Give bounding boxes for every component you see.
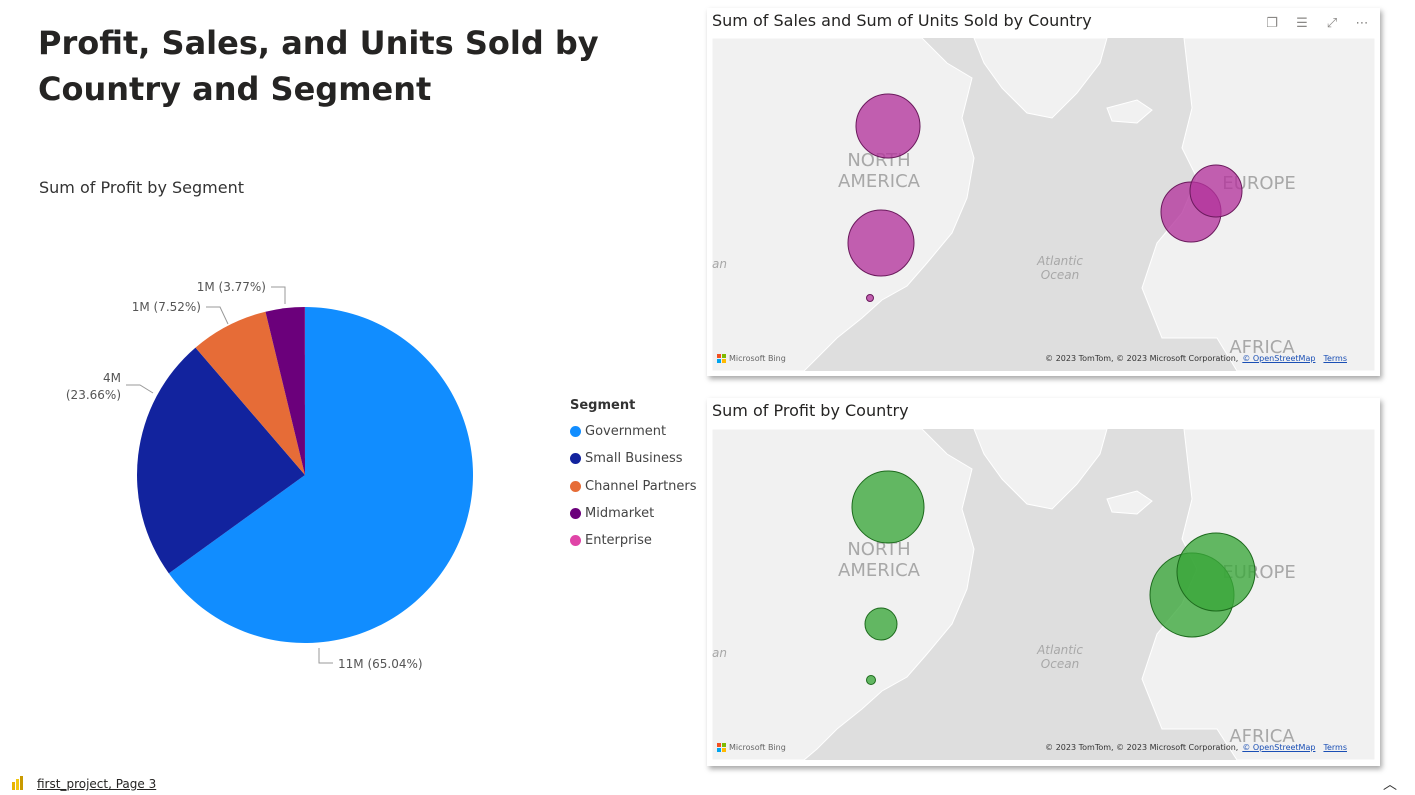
openstreetmap-link[interactable]: © OpenStreetMap (1242, 743, 1316, 752)
chevron-up-icon[interactable]: ︿ (1383, 777, 1397, 793)
pie-slice-government[interactable] (168, 307, 474, 643)
map-title: Sum of Profit by Country (712, 401, 909, 420)
bing-label: Microsoft Bing (729, 354, 786, 363)
legend-item-government[interactable]: Government (570, 418, 697, 445)
pie-slice-channel-partners[interactable] (195, 311, 305, 475)
pie-chart-title: Sum of Profit by Segment (39, 178, 245, 197)
bubble-united-states[interactable] (847, 209, 915, 277)
bubble-mexico[interactable] (866, 294, 874, 302)
pie-slice-midmarket[interactable] (265, 307, 305, 475)
legend-item-small-business[interactable]: Small Business (570, 445, 697, 472)
base-map: NORTH AMERICA EUROPE AFRICA Atlantic Oce… (712, 38, 1375, 371)
bubble-canada[interactable] (851, 470, 925, 544)
map-label-atlantic: Atlantic (1036, 254, 1083, 268)
legend-item-enterprise[interactable]: Enterprise (570, 527, 697, 554)
bing-logo: Microsoft Bing (717, 354, 786, 363)
map-label-america: AMERICA (838, 560, 921, 581)
page-title: Profit, Sales, and Units Sold by Country… (38, 24, 599, 108)
legend-label: Enterprise (585, 533, 652, 549)
bing-label: Microsoft Bing (729, 743, 786, 752)
map-copyright: © 2023 TomTom, © 2023 Microsoft Corporat… (1045, 743, 1347, 752)
copy-icon[interactable]: ❐ (1266, 16, 1278, 31)
label-leader-midmarket (271, 286, 286, 304)
land-greenland (973, 38, 1108, 119)
map-label-africa: AFRICA (1229, 726, 1295, 747)
land-europe (1141, 38, 1375, 371)
label-leader-small-business (126, 384, 154, 394)
legend-title: Segment (570, 398, 636, 413)
land-greenland (973, 429, 1108, 510)
label-leader-channel-partners (206, 306, 229, 325)
land-iceland (1106, 99, 1153, 124)
map-label-edge: an (712, 646, 727, 660)
map-label-ocean: Ocean (1041, 268, 1079, 282)
map-canvas[interactable]: NORTH AMERICA EUROPE AFRICA Atlantic Oce… (712, 38, 1375, 371)
legend-dot (570, 426, 581, 438)
footer-bar: first_project, Page 3 ︿ (0, 771, 1415, 795)
power-bi-icon (12, 776, 23, 790)
map-label-atlantic: Atlantic (1036, 643, 1083, 657)
filter-icon[interactable]: ☰ (1296, 16, 1308, 31)
bubble-germany[interactable] (1189, 164, 1243, 218)
terms-link[interactable]: Terms (1323, 743, 1347, 752)
data-label-small-business-value: 4M (103, 371, 121, 385)
legend-dot (570, 480, 581, 492)
more-options-icon[interactable]: ⋯ (1355, 16, 1369, 31)
bubble-united-states[interactable] (864, 607, 898, 641)
legend-label: Small Business (585, 451, 683, 467)
label-leader-government (318, 648, 333, 664)
legend-label: Channel Partners (585, 478, 697, 494)
bubble-canada[interactable] (855, 93, 921, 159)
map-label-america: AMERICA (838, 171, 921, 192)
base-map: NORTH AMERICA EUROPE AFRICA Atlantic Oce… (712, 429, 1375, 760)
legend-dot (570, 453, 581, 465)
legend-item-channel-partners[interactable]: Channel Partners (570, 473, 697, 500)
map-label-north: NORTH (847, 539, 910, 560)
terms-link[interactable]: Terms (1323, 354, 1347, 363)
copyright-text: © 2023 TomTom, © 2023 Microsoft Corporat… (1045, 743, 1239, 752)
focus-mode-icon[interactable]: ⤢ (1326, 16, 1338, 31)
data-label-channel-partners: 1M (7.52%) (132, 300, 201, 314)
pie-legend: Segment Government Small Business Channe… (570, 398, 697, 554)
copyright-text: © 2023 TomTom, © 2023 Microsoft Corporat… (1045, 354, 1239, 363)
data-label-government: 11M (65.04%) (338, 657, 423, 671)
land-europe (1141, 429, 1375, 760)
visual-header-icons: ❐ ☰ ⤢ ⋯ (1264, 16, 1370, 31)
map-canvas[interactable]: NORTH AMERICA EUROPE AFRICA Atlantic Oce… (712, 429, 1375, 760)
map-label-edge: an (712, 257, 727, 271)
data-label-midmarket: 1M (3.77%) (197, 280, 266, 294)
bing-logo: Microsoft Bing (717, 743, 786, 752)
legend-dot (570, 535, 581, 547)
profit-map-visual[interactable]: Sum of Profit by Country NORTH AMERICA E… (707, 398, 1380, 766)
map-label-africa: AFRICA (1229, 337, 1295, 358)
map-label-ocean: Ocean (1041, 657, 1079, 671)
pie-chart[interactable]: 11M (65.04%) 4M (23.66%) 1M (7.52%) 1M (… (0, 230, 560, 690)
legend-label: Midmarket (585, 506, 655, 522)
map-title: Sum of Sales and Sum of Units Sold by Co… (712, 11, 1092, 30)
pie-slice-small-business[interactable] (137, 347, 305, 574)
land-iceland (1106, 490, 1153, 515)
bubble-germany[interactable] (1176, 532, 1256, 612)
map-copyright: © 2023 TomTom, © 2023 Microsoft Corporat… (1045, 354, 1347, 363)
legend-item-midmarket[interactable]: Midmarket (570, 500, 697, 527)
report-page-link[interactable]: first_project, Page 3 (37, 777, 157, 791)
openstreetmap-link[interactable]: © OpenStreetMap (1242, 354, 1316, 363)
data-label-small-business-pct: (23.66%) (66, 388, 121, 402)
bubble-mexico[interactable] (866, 675, 876, 685)
legend-label: Government (585, 424, 667, 440)
legend-dot (570, 508, 581, 520)
sales-units-map-visual[interactable]: Sum of Sales and Sum of Units Sold by Co… (707, 8, 1380, 376)
